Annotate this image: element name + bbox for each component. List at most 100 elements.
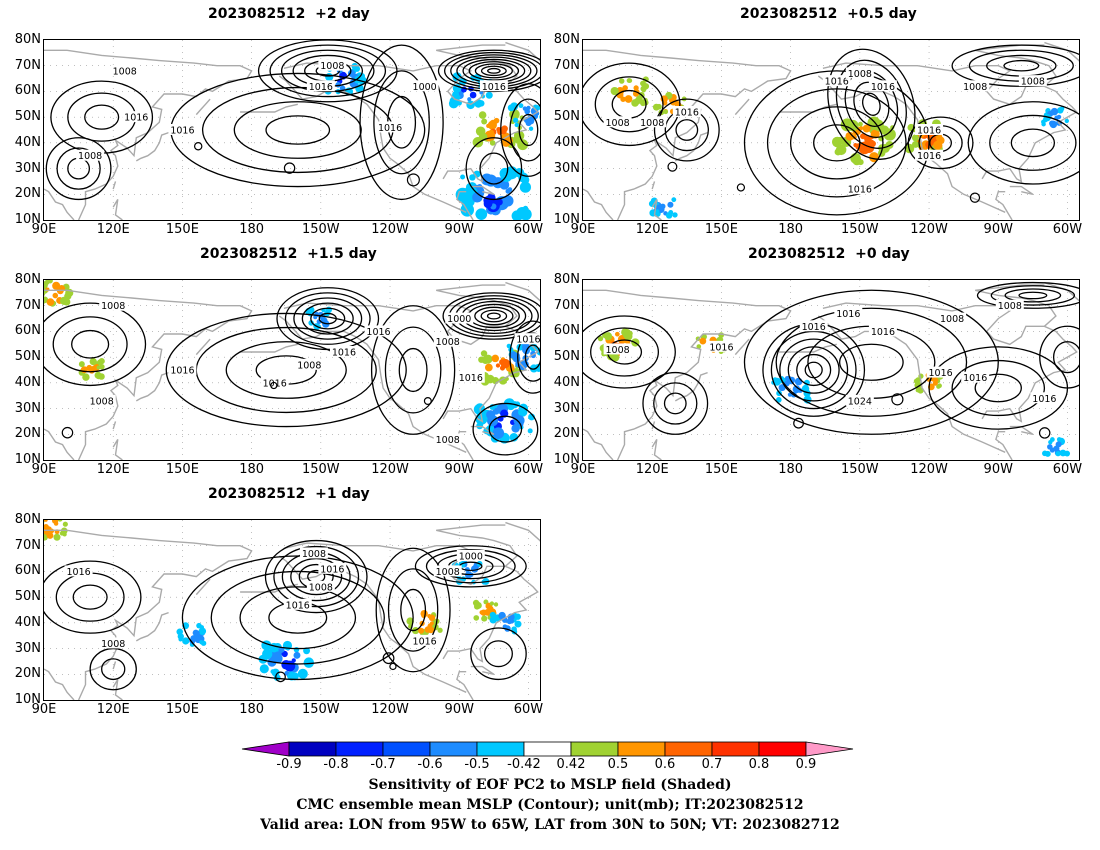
- mslp-contour: [472, 402, 539, 456]
- contour-label-bg: [845, 67, 874, 79]
- sensitivity-negative: [308, 320, 314, 326]
- lat-tick-label: 50N: [14, 589, 41, 605]
- lon-tick-label: 90W: [983, 222, 1013, 237]
- mslp-contour-small: [969, 192, 981, 203]
- contour-label-bg: [299, 547, 328, 559]
- mslp-contour: [293, 297, 363, 340]
- mslp-contour: [642, 371, 709, 435]
- sensitivity-positive: [97, 359, 103, 366]
- sensitivity-negative: [358, 72, 366, 80]
- sensitivity-negative: [485, 91, 493, 99]
- colorbar-level-label: 0.8: [748, 757, 770, 772]
- mslp-contour: [101, 658, 126, 681]
- sensitivity-positive: [513, 130, 525, 141]
- contour-label-bg: [707, 340, 736, 352]
- coastline: [195, 338, 211, 356]
- contour-label: 1016: [516, 335, 540, 346]
- mslp-contour-small: [1038, 427, 1051, 439]
- contour-label: 1008: [436, 567, 460, 578]
- lat-tick-label: 60N: [553, 83, 580, 99]
- sensitivity-positive: [597, 335, 604, 342]
- contour-label-bg: [514, 333, 540, 345]
- contour-label-bg: [433, 433, 462, 445]
- sensitivity-negative: [192, 629, 200, 637]
- lat-tick-label: 20N: [14, 186, 41, 202]
- sensitivity-negative: [527, 428, 533, 434]
- contour-label: 1008: [90, 396, 114, 407]
- mslp-contour: [779, 338, 849, 402]
- coastline: [112, 199, 123, 220]
- contour-label: 1016: [482, 82, 506, 93]
- mslp-contour: [951, 44, 1079, 87]
- mslp-contour: [517, 332, 540, 382]
- sensitivity-positive: [489, 119, 497, 128]
- mslp-contour-small: [793, 417, 804, 429]
- mslp-contour: [766, 88, 907, 198]
- sensitivity-positive: [51, 520, 59, 524]
- lat-tick-label: 30N: [14, 640, 41, 656]
- contour-label-bg: [456, 550, 485, 561]
- sensitivity-negative: [483, 199, 493, 209]
- map-canvas-p05: 1016100810161008101610081016101610081008…: [583, 40, 1079, 220]
- lat-tick-label: 40N: [14, 614, 41, 630]
- sensitivity-positive: [624, 95, 633, 103]
- contour-label-bg: [99, 637, 128, 649]
- contour-label-bg: [329, 346, 358, 357]
- lat-tick-label: 20N: [553, 186, 580, 202]
- sensitivity-positive: [474, 601, 482, 609]
- sensitivity-negative: [190, 635, 198, 642]
- contour-label: 1016: [871, 327, 895, 338]
- sensitivity-negative: [671, 197, 677, 203]
- mslp-contour: [500, 83, 540, 177]
- mslp-contour: [201, 86, 394, 174]
- contour-label-bg: [961, 80, 990, 92]
- mslp-contour: [265, 115, 331, 145]
- lon-tick-label: 120E: [635, 222, 669, 237]
- panel-title-p1: 2023082512 +1 day: [208, 486, 370, 502]
- mslp-contour: [951, 359, 1046, 417]
- lat-tick-label: 10N: [14, 692, 41, 707]
- lon-tick-label: 120E: [96, 702, 130, 717]
- mslp-contour: [1039, 325, 1079, 389]
- sensitivity-negative: [1047, 444, 1053, 450]
- mslp-contour: [301, 302, 354, 335]
- sensitivity-positive: [635, 95, 643, 103]
- sensitivity-negative: [467, 97, 472, 102]
- sensitivity-positive: [911, 134, 919, 142]
- sensitivity-negative: [672, 212, 678, 218]
- sensitivity-positive: [424, 626, 431, 633]
- panel-title-p0: 2023082512 +0 day: [748, 246, 910, 262]
- lat-tick-label: 30N: [14, 160, 41, 176]
- lon-tick-label: 120E: [635, 462, 669, 477]
- sensitivity-negative: [353, 65, 361, 72]
- sensitivity-positive: [626, 78, 632, 83]
- sensitivity-positive: [437, 627, 443, 633]
- lon-tick-label: 180: [778, 222, 804, 237]
- sensitivity-negative: [514, 122, 519, 128]
- coastline: [583, 289, 792, 460]
- coastline: [112, 439, 123, 460]
- lon-tick-label: 150E: [165, 462, 199, 477]
- map-panel-p05: 1016 1008 1016 1008 1016 1008 1016 1016 1008 1008…: [582, 39, 1080, 221]
- lon-tick-label: 120W: [910, 222, 948, 237]
- contour-label-bg: [603, 116, 632, 128]
- mslp-contour: [1004, 288, 1062, 303]
- sensitivity-positive: [495, 363, 501, 368]
- mslp-contour: [462, 58, 526, 83]
- contour-label: 1000: [459, 552, 483, 563]
- lat-tick-label: 70N: [14, 57, 41, 73]
- sensitivity-negative: [486, 410, 496, 420]
- mslp-contour: [653, 382, 698, 425]
- sensitivity-negative: [454, 92, 460, 97]
- sensitivity-negative: [1048, 439, 1053, 445]
- mslp-contour: [465, 137, 523, 201]
- sensitivity-negative: [792, 385, 801, 394]
- sensitivity-negative: [475, 211, 481, 217]
- mslp-contour: [239, 586, 357, 650]
- sensitivity-negative: [524, 108, 531, 115]
- mslp-contour: [269, 44, 387, 98]
- mslp-contour-small: [736, 183, 746, 192]
- mslp-contour-small: [270, 381, 278, 390]
- sensitivity-positive: [519, 115, 525, 120]
- sensitivity-positive: [489, 601, 495, 606]
